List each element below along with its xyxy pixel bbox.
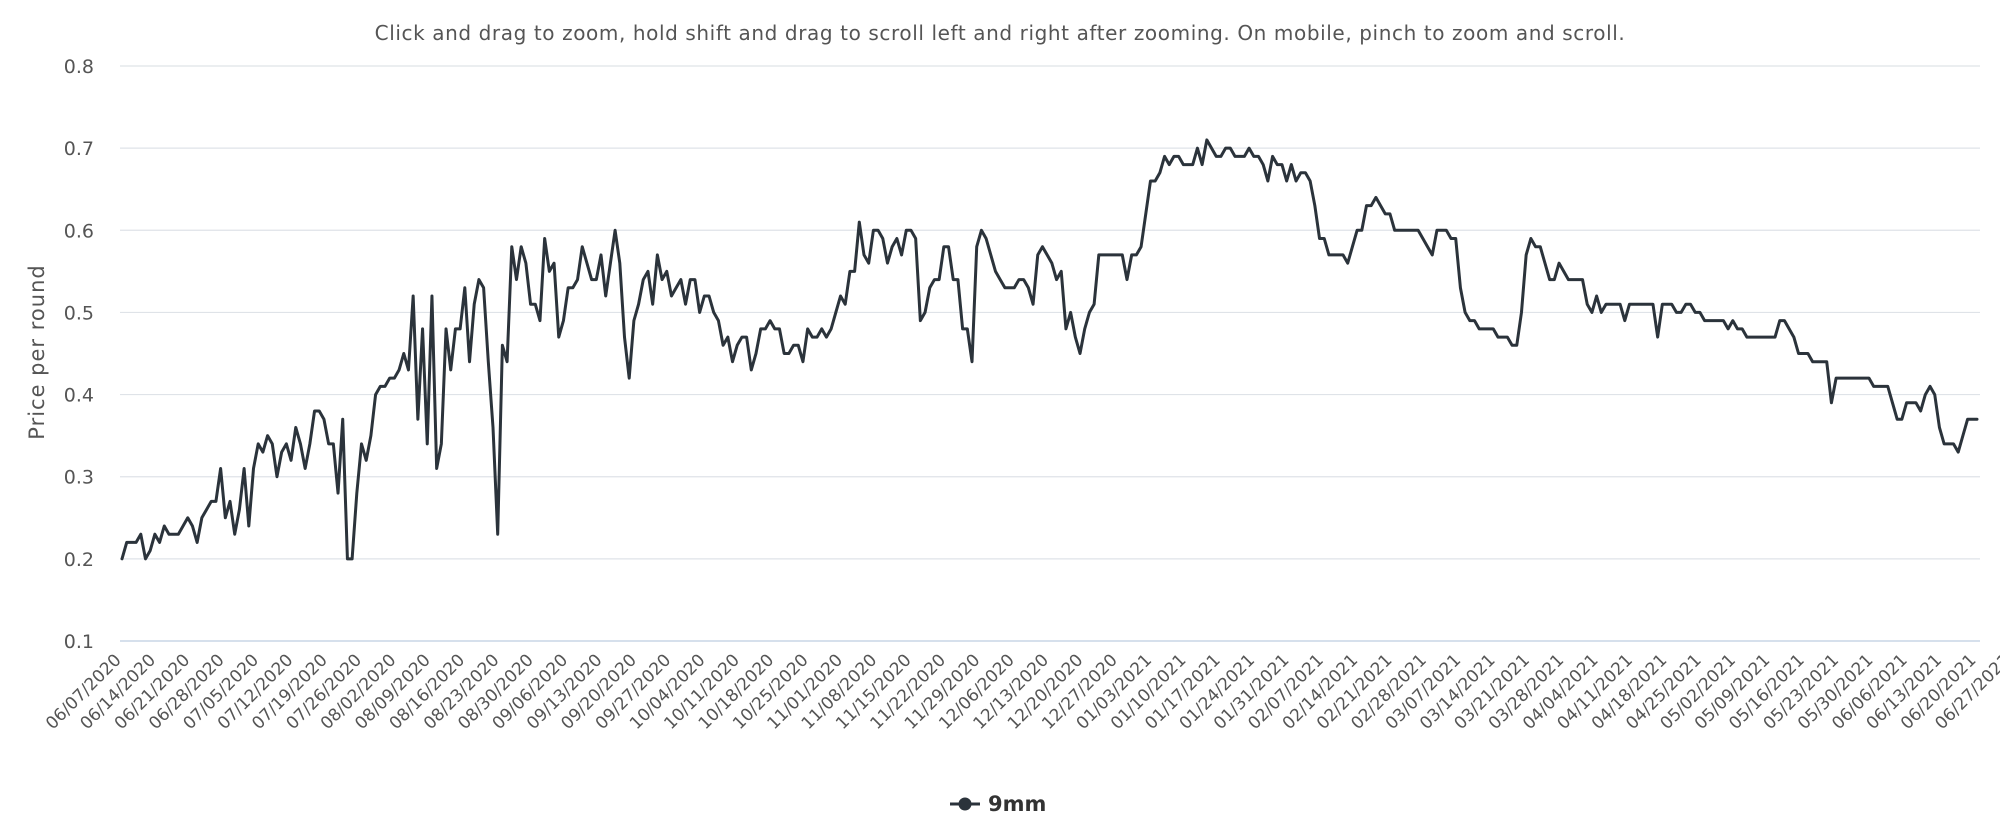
y-tick-label: 0.2 xyxy=(64,549,94,571)
y-tick-label: 0.7 xyxy=(64,138,94,160)
series-line-9mm[interactable] xyxy=(120,138,1979,561)
legend-dot-marker xyxy=(958,797,972,811)
grid-lines xyxy=(120,65,1980,642)
legend-item-9mm[interactable]: 9mm xyxy=(988,792,1046,816)
y-tick-label: 0.6 xyxy=(64,220,94,242)
y-axis-label: Price per round xyxy=(25,264,49,439)
y-tick-label: 0.4 xyxy=(64,385,94,407)
chart-subtitle: Click and drag to zoom, hold shift and d… xyxy=(375,21,1626,45)
y-tick-label: 0.1 xyxy=(64,631,94,653)
legend[interactable]: 9mm xyxy=(950,792,1046,816)
y-tick-label: 0.8 xyxy=(64,56,94,78)
y-axis-ticks: 0.1 0.2 0.3 0.4 0.5 0.6 0.7 0.8 xyxy=(64,56,94,653)
y-tick-label: 0.5 xyxy=(64,302,94,324)
x-axis-ticks: 06/07/202006/14/202006/21/202006/28/2020… xyxy=(42,650,2000,733)
y-tick-label: 0.3 xyxy=(64,467,94,489)
